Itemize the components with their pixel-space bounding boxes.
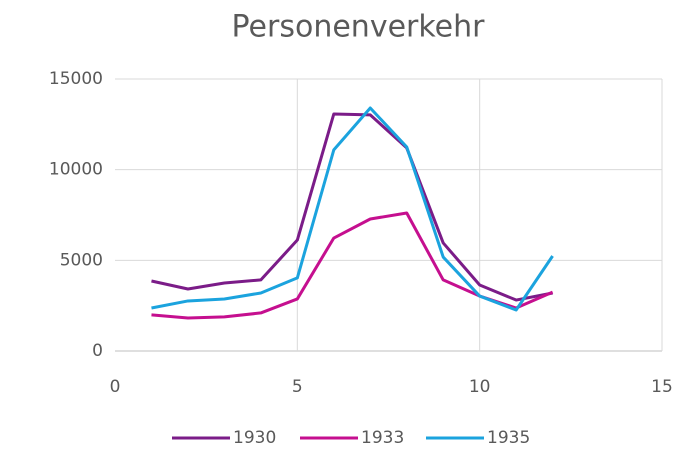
x-tick-label: 0: [110, 377, 121, 397]
x-tick-label: 5: [292, 377, 303, 397]
y-tick-label: 0: [92, 341, 103, 361]
y-tick-label: 10000: [49, 160, 103, 180]
series-line: [151, 106, 554, 312]
x-tick-label: 15: [651, 377, 673, 397]
series-line: [151, 112, 553, 302]
y-tick-label: 5000: [60, 250, 103, 270]
legend-label: 1930: [233, 428, 276, 448]
y-tick-label: 15000: [49, 69, 103, 89]
legend-label: 1935: [487, 428, 530, 448]
x-tick-label: 10: [469, 377, 491, 397]
legend-label: 1933: [361, 428, 404, 448]
chart-title: Personenverkehr: [232, 10, 486, 45]
